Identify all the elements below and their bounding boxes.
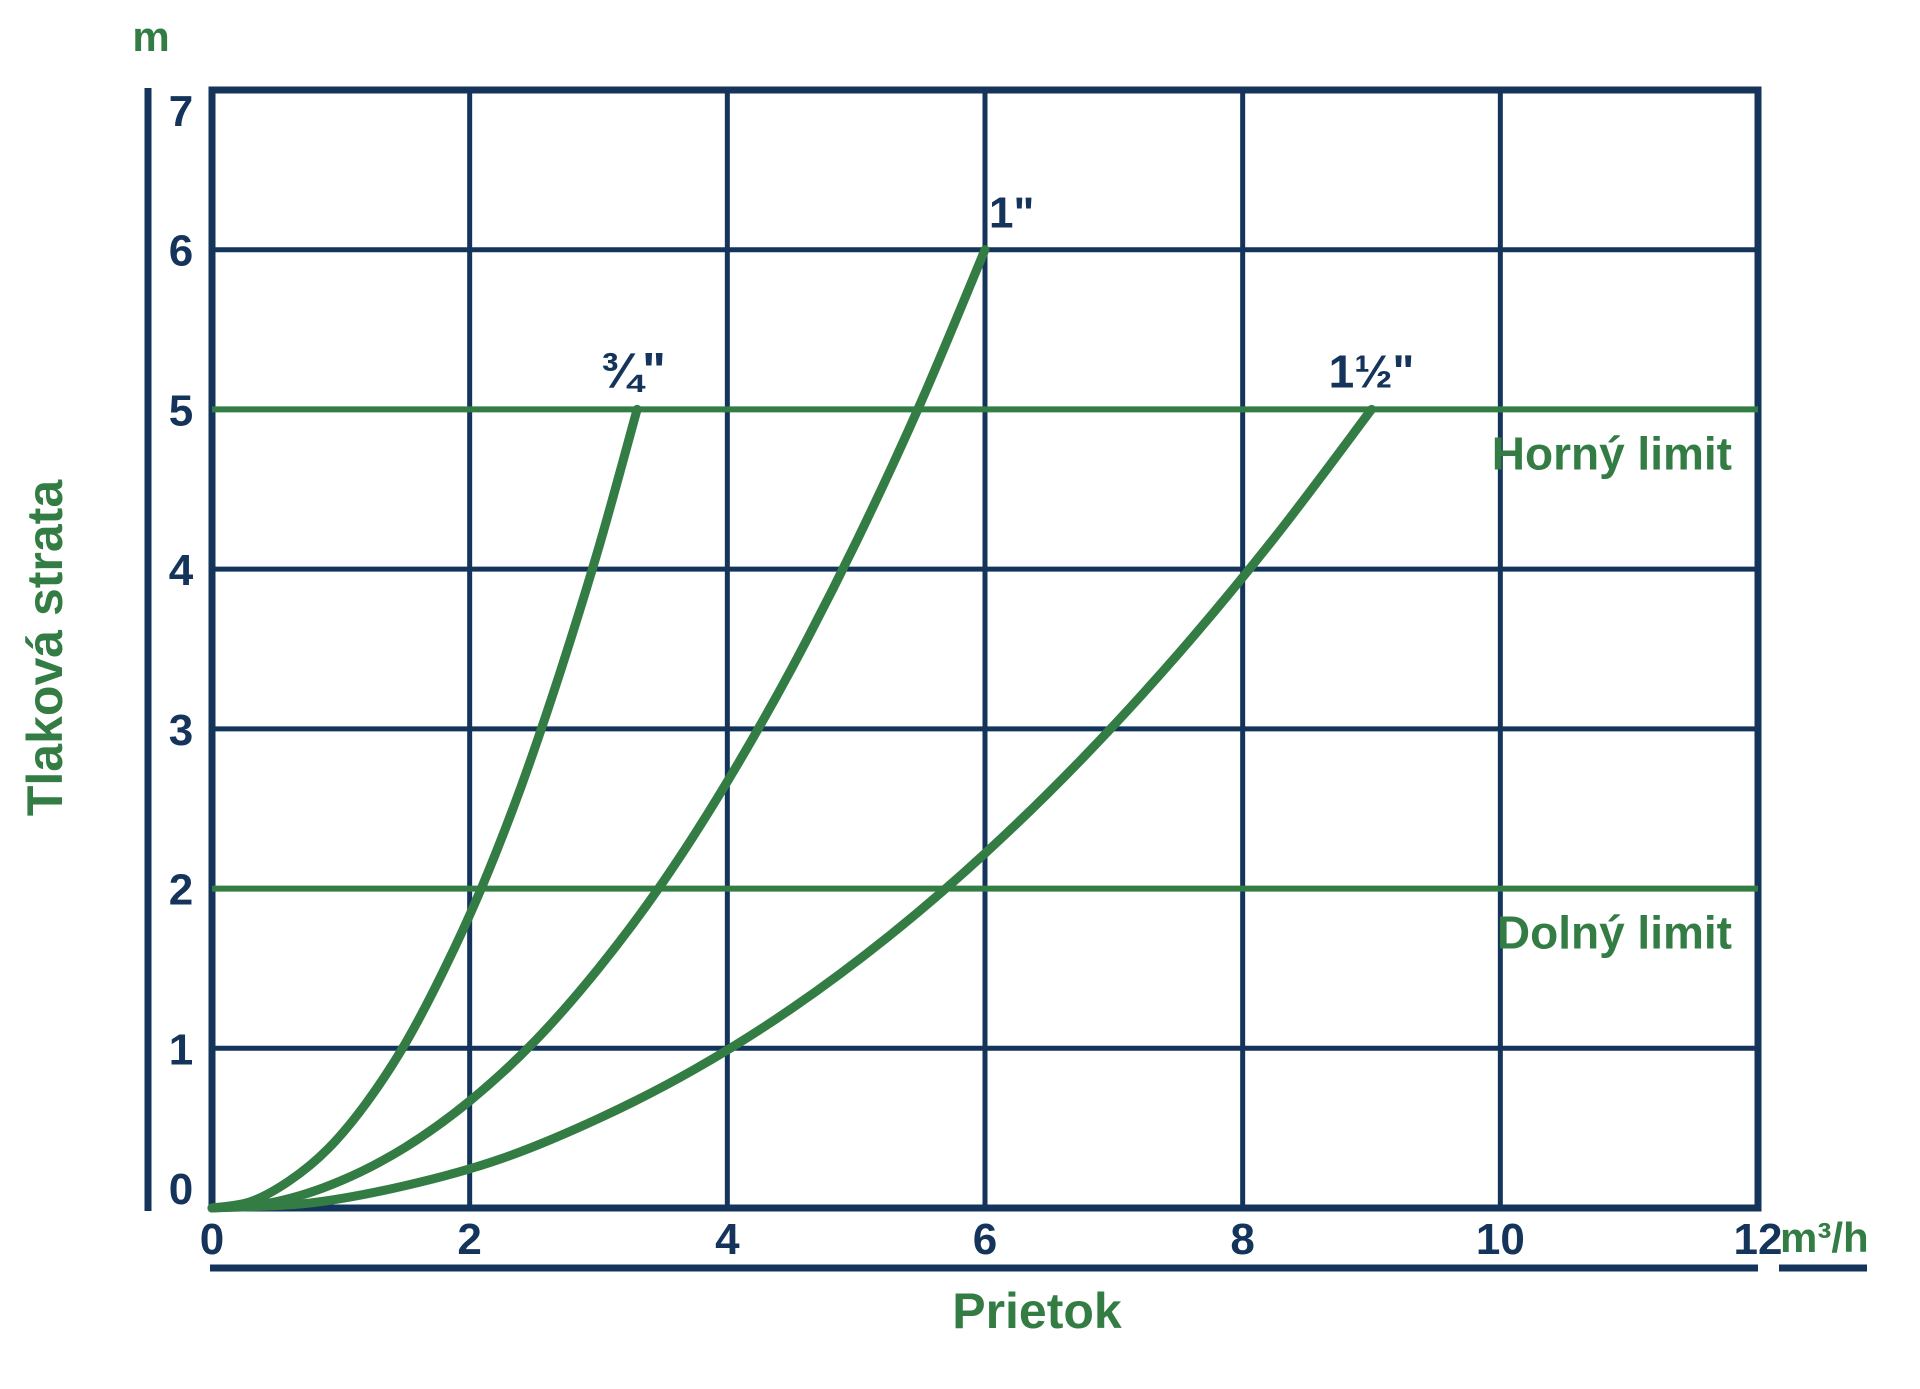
y-tick-label: 7: [169, 87, 193, 136]
x-tick-label: 2: [457, 1215, 481, 1264]
grid-layer: [208, 86, 1762, 1212]
y-tick-label: 5: [169, 386, 193, 435]
y-axis-unit-label: m: [132, 13, 169, 60]
y-tick-label: 6: [169, 227, 193, 276]
curves-layer: ¾" 1" 1½": [207, 189, 1415, 1213]
x-tick-label: 4: [715, 1215, 740, 1264]
y-tick-label: 1: [169, 1025, 193, 1074]
x-tick-label: 6: [973, 1215, 997, 1264]
y-axis-title: Tlaková strata: [17, 479, 73, 816]
curve-2: [207, 404, 1376, 1213]
curve-1: [207, 245, 990, 1213]
plot-border: [208, 86, 1762, 1212]
x-tick-label: 10: [1476, 1215, 1525, 1264]
limit-lines-layer: [212, 406, 1758, 892]
x-tick-label: 12: [1734, 1215, 1783, 1264]
axes-layer: [144, 88, 1867, 1272]
text-labels-layer: m m³/h Prietok Tlaková strata Horný limi…: [17, 13, 1869, 1339]
y-tick-label: 4: [169, 546, 194, 595]
y-tick-label: 2: [169, 866, 193, 915]
curve-label-0: ¾": [600, 342, 665, 398]
y-tick-label: 0: [169, 1165, 193, 1214]
curve-label-1: 1": [989, 189, 1034, 238]
x-tick-label: 8: [1230, 1215, 1254, 1264]
upper-limit-label: Horný limit: [1492, 427, 1732, 479]
curve-label-2: 1½": [1329, 345, 1415, 397]
curve-0: [207, 404, 642, 1213]
lower-limit-label: Dolný limit: [1497, 907, 1732, 959]
x-tick-label: 0: [200, 1215, 224, 1264]
x-axis-unit-label: m³/h: [1780, 1214, 1869, 1261]
y-tick-label: 3: [169, 706, 193, 755]
x-axis-title: Prietok: [952, 1283, 1122, 1339]
